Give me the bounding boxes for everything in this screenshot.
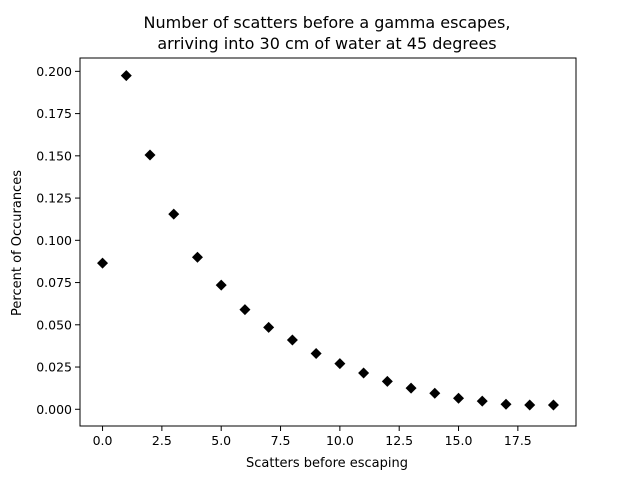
y-tick-label: 0.175 [36, 106, 72, 121]
y-tick-label: 0.150 [36, 148, 72, 163]
y-tick-label: 0.125 [36, 191, 72, 206]
data-point [215, 279, 227, 291]
y-tick-label: 0.025 [36, 360, 72, 375]
y-tick-label: 0.200 [36, 64, 72, 79]
x-tick-label: 0.0 [93, 433, 113, 448]
data-point [191, 251, 203, 263]
y-tick-label: 0.000 [36, 402, 72, 417]
chart-title-line-1: Number of scatters before a gamma escape… [144, 13, 511, 32]
data-point [524, 399, 536, 411]
plot-area: 0.0 2.5 5.0 7.5 10.0 12.5 15.0 17.5 0.000 0.025 0.… [36, 57, 577, 448]
axes-frame [79, 57, 577, 427]
data-point [144, 149, 156, 161]
x-tick-label: 5.0 [211, 433, 231, 448]
data-point [286, 334, 298, 346]
x-tick-label: 2.5 [152, 433, 172, 448]
data-point [500, 398, 512, 410]
data-point [476, 395, 488, 407]
data-point [405, 382, 417, 394]
data-point [310, 348, 322, 360]
data-point [381, 375, 393, 387]
data-point [168, 208, 180, 220]
data-point [547, 399, 559, 411]
data-point [334, 358, 346, 370]
x-tick-label: 7.5 [271, 433, 291, 448]
data-point [263, 321, 275, 333]
y-axis-label: Percent of Occurances [10, 170, 25, 316]
data-point [239, 304, 251, 316]
chart-title-line-2: arriving into 30 cm of water at 45 degre… [157, 34, 496, 53]
x-tick-label: 15.0 [445, 433, 473, 448]
x-axis-label: Scatters before escaping [246, 456, 408, 471]
x-tick-label: 10.0 [326, 433, 354, 448]
data-point [453, 392, 465, 404]
data-point [97, 257, 109, 269]
y-tick-label: 0.075 [36, 275, 72, 290]
x-tick-label: 12.5 [385, 433, 413, 448]
y-tick-label: 0.050 [36, 317, 72, 332]
x-tick-label: 17.5 [504, 433, 532, 448]
data-point [358, 367, 370, 379]
y-tick-label: 0.100 [36, 233, 72, 248]
data-point [120, 70, 132, 82]
data-point [429, 387, 441, 399]
